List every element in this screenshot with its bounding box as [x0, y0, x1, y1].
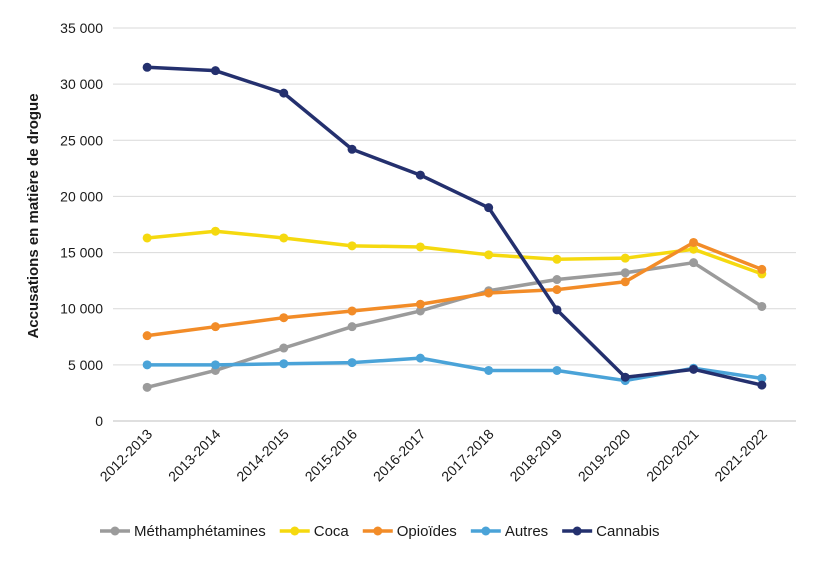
y-tick-label: 35 000: [60, 20, 103, 36]
data-point-autres: [142, 360, 152, 370]
data-point-autres: [757, 373, 767, 383]
legend-swatch-marker: [110, 526, 120, 536]
data-point-opioides: [620, 277, 630, 287]
data-point-autres: [484, 365, 494, 375]
data-point-cannabis: [347, 144, 357, 154]
y-axis-ticks: 0 5 000 10 000 15 000 20 000 25 000 30 000 35 0…: [60, 20, 103, 429]
legend-label: Cannabis: [596, 523, 659, 540]
data-point-autres: [552, 365, 562, 375]
data-point-cannabis: [142, 62, 152, 72]
data-point-cannabis: [689, 364, 699, 374]
legend-item-coca: Coca: [279, 523, 350, 540]
data-point-opioides: [415, 299, 425, 309]
series-cannabis: [142, 62, 767, 390]
data-point-opioides: [279, 313, 289, 323]
y-tick-label: 20 000: [60, 188, 103, 204]
data-point-coca: [552, 254, 562, 264]
data-point-opioides: [210, 322, 220, 332]
data-point-cannabis: [757, 380, 767, 390]
series-line-coca: [145, 229, 764, 276]
data-point-cannabis: [552, 305, 562, 315]
legend-swatch-marker: [481, 526, 491, 536]
data-point-coca: [279, 233, 289, 243]
legend-label: Opioïdes: [397, 523, 457, 540]
x-tick-label: 2018-2019: [506, 426, 565, 485]
y-tick-label: 15 000: [60, 245, 103, 261]
x-tick-label: 2012-2013: [97, 426, 156, 485]
data-point-autres: [415, 353, 425, 363]
x-tick-label: 2020-2021: [643, 426, 702, 485]
x-tick-label: 2021-2022: [711, 426, 770, 485]
data-point-opioides: [347, 306, 357, 316]
data-point-coca: [142, 233, 152, 243]
y-tick-label: 5 000: [68, 357, 103, 373]
data-point-cannabis: [210, 66, 220, 76]
data-point-opioides: [142, 331, 152, 341]
data-point-opioides: [484, 288, 494, 298]
data-point-coca: [210, 226, 220, 236]
data-point-methamphetamines: [279, 343, 289, 353]
data-point-coca: [347, 241, 357, 251]
legend-item-cannabis: Cannabis: [562, 523, 660, 540]
series-line-cannabis: [145, 65, 764, 387]
data-point-autres: [210, 360, 220, 370]
legend-item-opioides: Opioïdes: [362, 523, 457, 540]
data-point-coca: [620, 253, 630, 263]
data-point-opioides: [757, 264, 767, 274]
data-point-opioides: [689, 237, 699, 247]
series-coca: [142, 226, 767, 279]
x-tick-label: 2014-2015: [233, 426, 292, 485]
data-point-methamphetamines: [415, 306, 425, 316]
y-tick-label: 10 000: [60, 301, 103, 317]
data-point-coca: [415, 242, 425, 252]
data-point-autres: [279, 359, 289, 369]
data-point-cannabis: [620, 372, 630, 382]
data-point-methamphetamines: [689, 258, 699, 268]
data-point-autres: [347, 358, 357, 368]
data-point-methamphetamines: [347, 322, 357, 332]
data-point-coca: [689, 244, 699, 254]
legend-item-autres: Autres: [470, 523, 548, 540]
legend-swatch-marker: [373, 526, 383, 536]
x-tick-label: 2019-2020: [575, 426, 634, 485]
legend-item-methamphetamines: Méthamphétamines: [100, 523, 266, 540]
data-point-methamphetamines: [757, 301, 767, 311]
data-point-cannabis: [279, 88, 289, 98]
legend-label: Autres: [505, 523, 548, 540]
data-point-opioides: [552, 285, 562, 295]
y-tick-label: 25 000: [60, 132, 103, 148]
y-tick-label: 30 000: [60, 76, 103, 92]
x-tick-label: 2013-2014: [165, 426, 224, 485]
series-line-opioides: [145, 240, 764, 338]
series-autres: [142, 353, 767, 386]
legend-label: Coca: [314, 523, 350, 540]
legend-swatch-marker: [290, 526, 300, 536]
data-point-methamphetamines: [620, 268, 630, 278]
x-tick-label: 2016-2017: [370, 426, 429, 485]
data-point-cannabis: [415, 170, 425, 180]
data-point-methamphetamines: [142, 382, 152, 392]
x-tick-label: 2017-2018: [438, 426, 497, 485]
legend: Méthamphétamines Coca Opioïdes Autres Cannab…: [100, 523, 660, 540]
y-axis-label: Accusations en matière de drogue: [25, 93, 42, 338]
data-point-coca: [484, 250, 494, 260]
series-group: [142, 62, 767, 392]
data-point-methamphetamines: [552, 275, 562, 285]
legend-swatch-marker: [572, 526, 582, 536]
series-opioides: [142, 237, 767, 341]
x-tick-label: 2015-2016: [302, 426, 361, 485]
data-point-cannabis: [484, 203, 494, 213]
y-tick-label: 0: [95, 413, 103, 429]
legend-label: Méthamphétamines: [134, 523, 266, 540]
x-axis-ticks: 2012-2013 2013-2014 2014-2015 2015-2016 2016…: [97, 426, 771, 485]
series-line-methamphetamines: [145, 260, 764, 390]
